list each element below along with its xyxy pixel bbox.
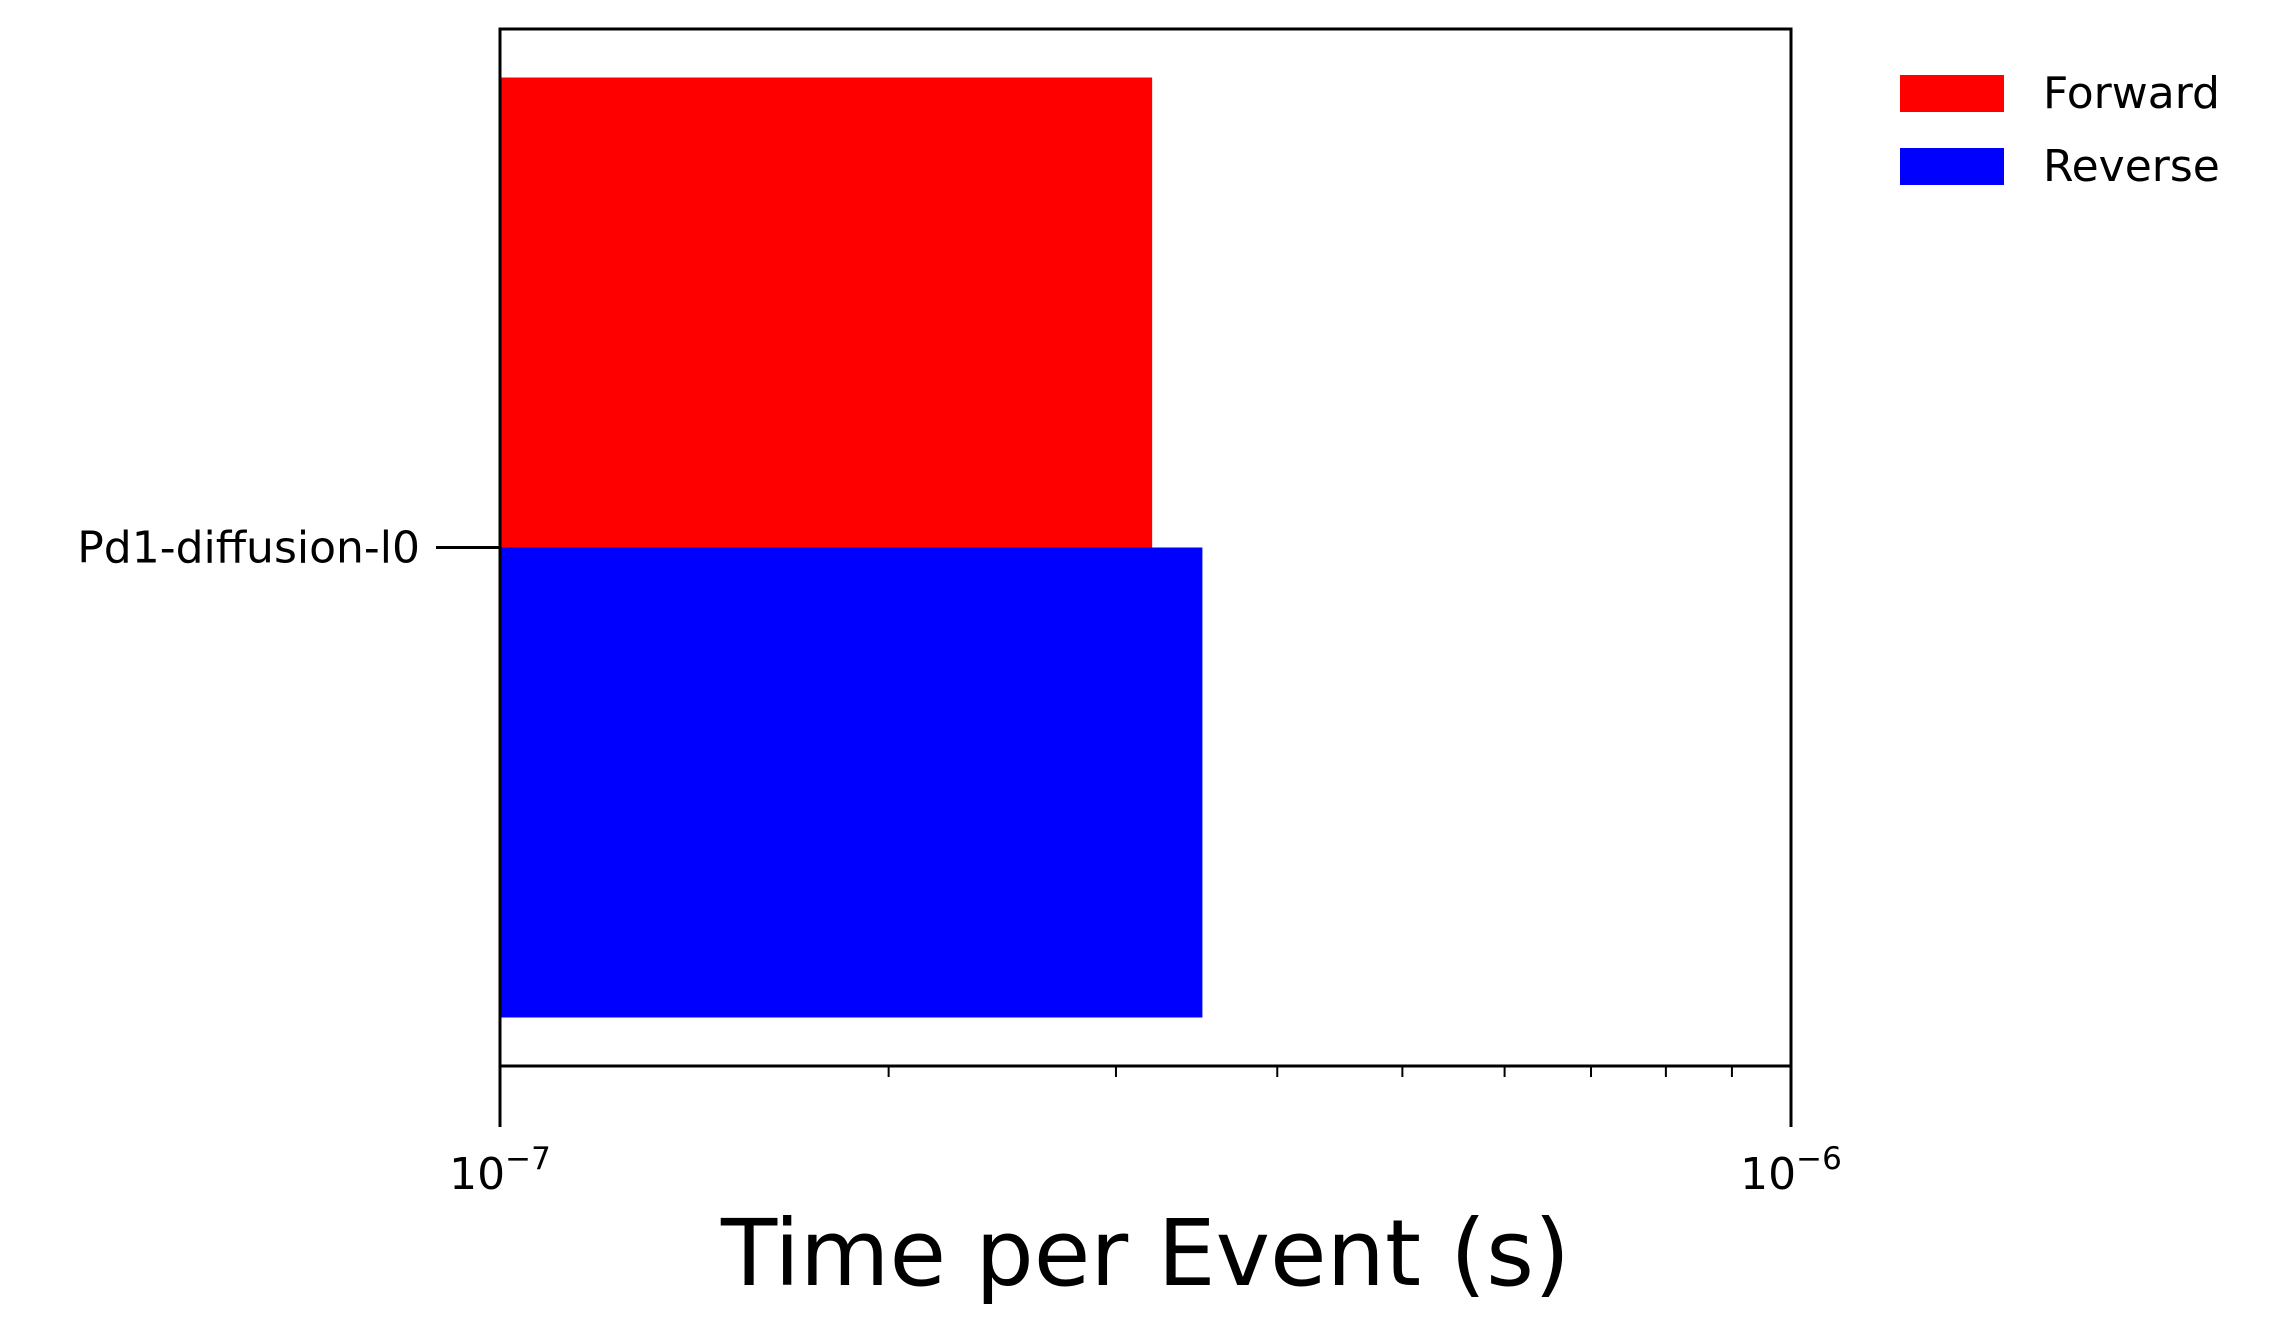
y-axis-ticks: Pd1-diffusion-l0	[77, 523, 500, 574]
legend-label-reverse: Reverse	[2043, 141, 2220, 192]
bar-forward-0	[500, 77, 1153, 548]
bars-layer	[500, 77, 1203, 1018]
legend: Forward Reverse	[1900, 68, 2220, 192]
bar-reverse-0	[500, 547, 1203, 1018]
x-tick-label: 10−6	[1740, 1141, 1842, 1200]
legend-swatch-forward	[1900, 75, 2004, 112]
x-axis-title: Time per Event (s)	[720, 1200, 1570, 1307]
category-label: Pd1-diffusion-l0	[77, 523, 420, 574]
legend-label-forward: Forward	[2043, 68, 2220, 119]
legend-swatch-reverse	[1900, 148, 2004, 185]
x-axis-ticks: 10−7 10−6	[449, 1066, 1842, 1200]
x-tick-label: 10−7	[449, 1141, 551, 1200]
